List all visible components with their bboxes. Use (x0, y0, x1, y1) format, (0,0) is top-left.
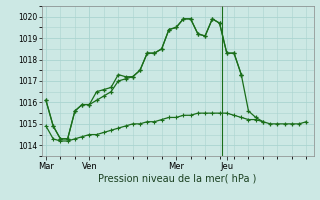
X-axis label: Pression niveau de la mer( hPa ): Pression niveau de la mer( hPa ) (99, 173, 257, 183)
